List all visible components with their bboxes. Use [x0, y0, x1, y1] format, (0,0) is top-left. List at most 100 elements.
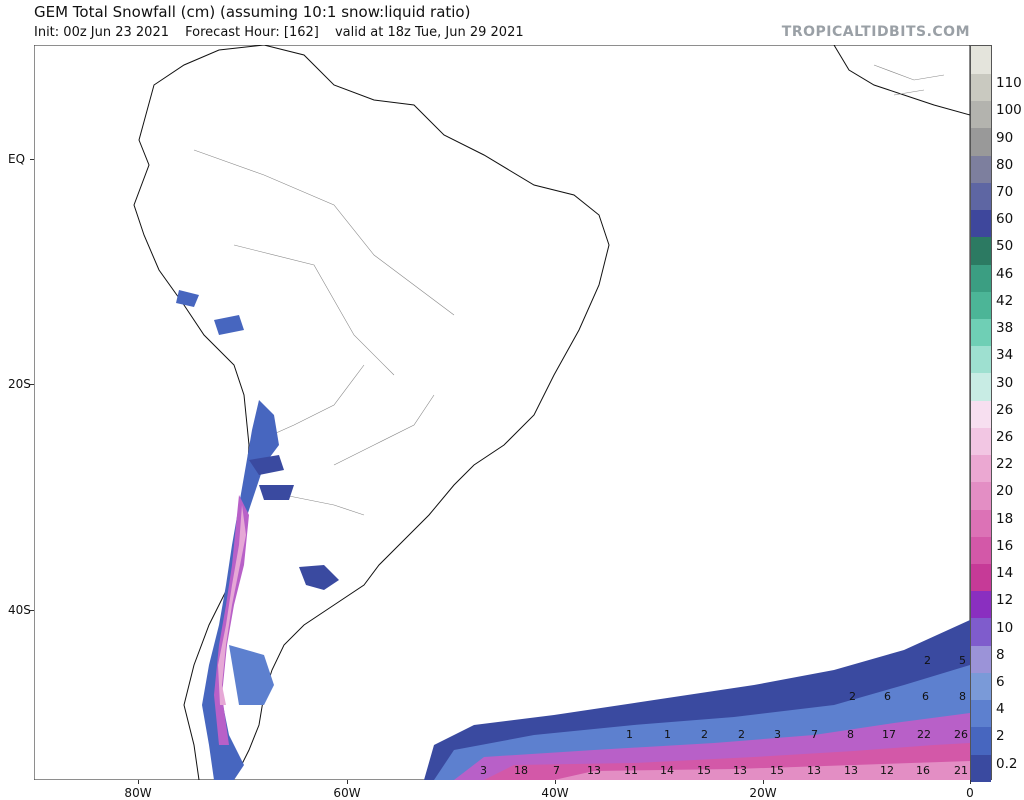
colorbar-segment — [971, 73, 991, 102]
colorbar-segment — [971, 753, 991, 782]
value-label: 2 — [924, 654, 931, 667]
colorbar-segment — [971, 399, 991, 428]
map-title: GEM Total Snowfall (cm) (assuming 10:1 s… — [34, 3, 471, 21]
snowfall-map: 2 5 2 6 6 8 1 1 2 2 3 7 8 17 22 26 3 18 … — [34, 45, 970, 780]
colorbar-segment — [971, 127, 991, 156]
colorbar-level-label: 22 — [996, 456, 1014, 473]
value-label: 7 — [553, 764, 560, 777]
colorbar-segment — [971, 617, 991, 646]
colorbar-segment — [971, 536, 991, 564]
colorbar-level-label: 6 — [996, 674, 1005, 690]
lon-label-80w: 80W — [124, 786, 152, 800]
lon-label-60w: 60W — [333, 786, 361, 800]
patagonia-snow — [229, 645, 274, 705]
lat-label-40s: 40S — [8, 603, 31, 617]
value-label: 3 — [480, 764, 487, 777]
value-label: 13 — [733, 764, 747, 777]
value-label: 15 — [770, 764, 784, 777]
colorbar-segment — [971, 209, 991, 238]
colorbar-segment — [971, 726, 991, 755]
value-label: 6 — [884, 690, 891, 703]
colorbar-segment — [971, 427, 991, 456]
value-label: 17 — [882, 728, 896, 741]
colorbar-level-label: 38 — [996, 320, 1014, 337]
colorbar-level-label: 90 — [996, 129, 1014, 146]
value-label: 12 — [880, 764, 894, 777]
colorbar-segment — [971, 372, 991, 401]
colorbar-segment — [971, 644, 991, 673]
forecast-hour: Forecast Hour: [162] — [185, 25, 319, 40]
lat-label-20s: 20S — [8, 377, 31, 391]
colorbar-level-label: 14 — [996, 565, 1014, 582]
colorbar-segment — [971, 291, 991, 319]
south-america-landmass — [133, 45, 610, 780]
colorbar-level-label: 12 — [996, 592, 1014, 609]
valid-time: valid at 18z Tue, Jun 29 2021 — [334, 25, 524, 40]
colorbar-segment — [971, 100, 991, 129]
value-label: 8 — [959, 690, 966, 703]
colorbar-segment — [971, 263, 991, 292]
colorbar-level-label: 10 — [996, 619, 1014, 636]
value-label: 22 — [917, 728, 931, 741]
colorbar-segment — [971, 672, 991, 701]
colorbar-level-label: 34 — [996, 347, 1014, 364]
colorbar-level-label: 30 — [996, 374, 1014, 391]
colorbar-segment — [971, 345, 991, 374]
colorbar-level-label: 20 — [996, 483, 1014, 500]
colorbar-level-label: 26 — [996, 429, 1014, 445]
africa-landmass — [833, 45, 970, 116]
colorbar-level-label: 80 — [996, 156, 1014, 173]
value-label: 1 — [626, 728, 633, 741]
value-label: 2 — [849, 690, 856, 703]
value-labels-row1: 2 5 — [924, 654, 966, 667]
value-label: 5 — [959, 654, 966, 667]
value-label: 16 — [916, 764, 930, 777]
colorbar-level-label: 4 — [996, 701, 1005, 718]
colorbar-segment — [971, 318, 991, 347]
colorbar-level-label: 50 — [996, 238, 1014, 255]
lon-label-0: 0 — [966, 786, 974, 800]
value-label: 14 — [660, 764, 674, 777]
lon-label-40w: 40W — [541, 786, 569, 800]
bolivia-snow — [176, 290, 244, 335]
value-label: 15 — [697, 764, 711, 777]
lon-label-20w: 20W — [749, 786, 777, 800]
brand-logo-text: TROPICALTIDBITS.COM — [781, 24, 970, 40]
value-labels-row3: 1 1 2 2 3 7 8 17 22 26 — [626, 728, 968, 741]
colorbar-level-label: 46 — [996, 265, 1014, 282]
colorbar-segment — [971, 563, 991, 592]
value-label: 13 — [844, 764, 858, 777]
colorbar-segment — [971, 454, 991, 483]
colorbar-level-label: 8 — [996, 646, 1005, 663]
colorbar-level-label: 60 — [996, 211, 1014, 228]
colorbar-segment — [971, 46, 991, 74]
value-label: 2 — [701, 728, 708, 741]
andes-snow — [202, 400, 279, 780]
andes-snow-core — [218, 505, 246, 705]
value-label: 11 — [624, 764, 638, 777]
colorbar-level-label: 100 — [996, 102, 1022, 119]
value-label: 2 — [738, 728, 745, 741]
value-label: 21 — [954, 764, 968, 777]
value-label: 13 — [587, 764, 601, 777]
colorbar-segment — [971, 154, 991, 183]
colorbar-level-label: 42 — [996, 292, 1014, 309]
colorbar-segment — [971, 508, 991, 537]
value-label: 1 — [664, 728, 671, 741]
map-subtitle: Init: 00z Jun 23 2021 Forecast Hour: [16… — [34, 25, 536, 40]
value-label: 13 — [807, 764, 821, 777]
colorbar-level-label: 26 — [996, 401, 1014, 418]
value-labels-row4: 3 18 7 13 11 14 15 13 15 13 13 12 16 21 — [480, 764, 968, 777]
colorbar-segment — [971, 481, 991, 510]
colorbar-segment — [971, 236, 991, 265]
init-time: Init: 00z Jun 23 2021 — [34, 25, 169, 40]
value-label: 8 — [847, 728, 854, 741]
colorbar-segment — [971, 699, 991, 728]
colorbar-level-label: 0.2 — [996, 755, 1018, 772]
value-label: 7 — [811, 728, 818, 741]
value-label: 26 — [954, 728, 968, 741]
colorbar — [970, 45, 992, 782]
value-label: 3 — [774, 728, 781, 741]
colorbar-level-label: 110 — [996, 75, 1022, 92]
colorbar-level-label: 2 — [996, 728, 1005, 745]
